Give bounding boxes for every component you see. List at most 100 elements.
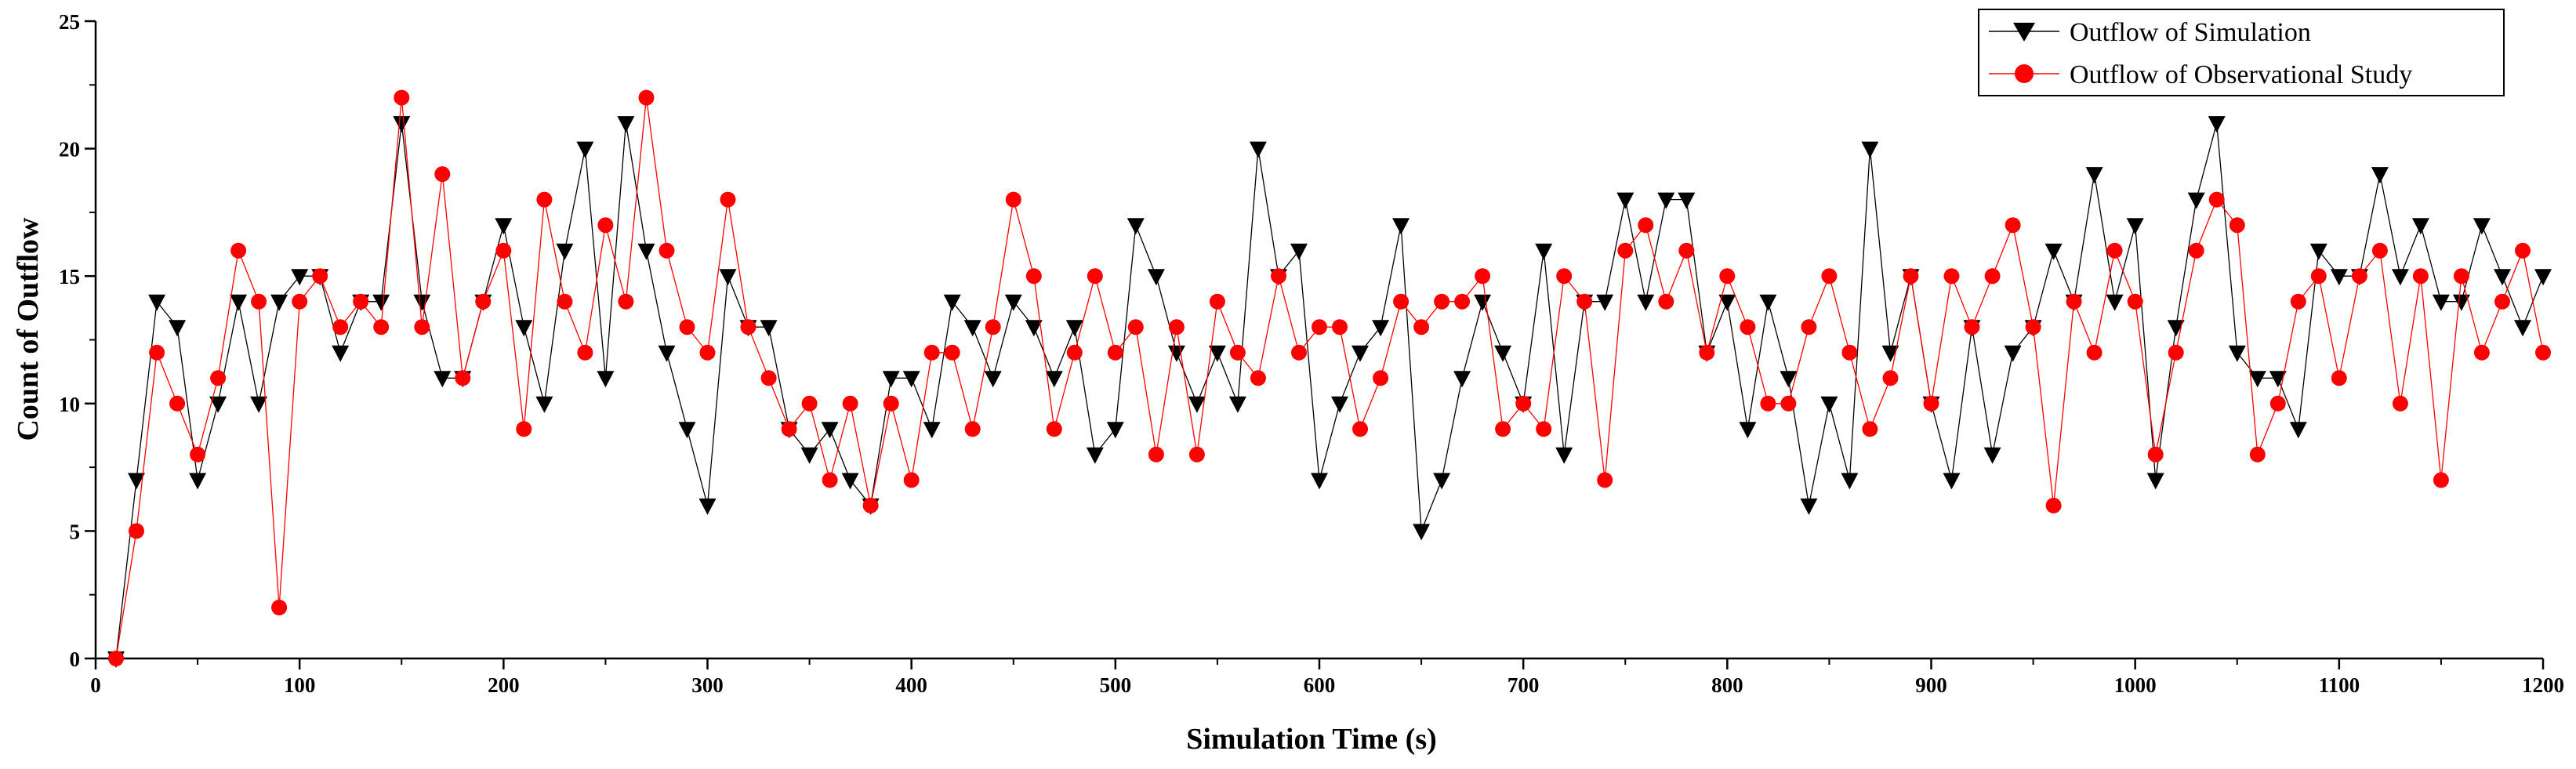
data-point [781, 421, 797, 437]
data-point [1983, 447, 2001, 464]
data-point [984, 371, 1002, 388]
x-tick-label: 0 [90, 673, 101, 697]
data-point [841, 473, 859, 490]
series-line [115, 97, 2544, 659]
data-point [638, 89, 655, 106]
data-point [1413, 319, 1430, 336]
data-point [740, 319, 756, 336]
data-point [1881, 345, 1899, 362]
data-point [2249, 446, 2266, 462]
data-point [1474, 294, 1492, 311]
data-point [1271, 268, 1286, 285]
x-tick-label: 700 [1508, 673, 1540, 697]
data-point [2534, 269, 2552, 286]
data-point [1433, 473, 1451, 490]
data-point [1351, 345, 1369, 362]
data-point [576, 141, 594, 158]
data-point [2494, 293, 2510, 310]
data-point [251, 293, 267, 310]
legend-label-simulation: Outflow of Simulation [2070, 18, 2311, 47]
data-point [1841, 473, 1859, 490]
data-point [1861, 141, 1879, 158]
data-point [1780, 371, 1798, 388]
data-point [923, 422, 941, 439]
data-point [1087, 268, 1103, 285]
x-tick-label: 1200 [2522, 673, 2564, 697]
data-point [2453, 268, 2469, 285]
data-point [1475, 268, 1491, 285]
data-point [1718, 294, 1736, 311]
data-point [2229, 217, 2245, 234]
y-tick-label: 5 [70, 520, 81, 543]
data-point [1065, 320, 1083, 337]
data-point [557, 293, 573, 310]
data-point [1658, 293, 1674, 310]
data-point [1373, 370, 1389, 386]
data-point [495, 242, 512, 259]
legend-box [1978, 9, 2505, 96]
legend-marker-simulation [2013, 23, 2035, 42]
data-point [760, 370, 777, 386]
x-tick-label: 100 [284, 673, 316, 697]
data-point [800, 447, 818, 464]
data-point [678, 422, 696, 439]
x-tick-label: 1100 [2319, 673, 2360, 697]
y-tick-label: 0 [70, 647, 81, 671]
data-point [1882, 370, 1899, 386]
data-point [270, 294, 288, 311]
data-point [291, 269, 309, 286]
data-point [617, 116, 635, 133]
data-point [1739, 422, 1757, 439]
data-point [618, 293, 634, 310]
data-point [2514, 320, 2531, 337]
data-point [2433, 472, 2449, 488]
data-point [1392, 218, 1410, 235]
data-point [2208, 191, 2225, 208]
data-point [1372, 320, 1390, 337]
data-point [271, 600, 288, 615]
data-point [964, 421, 981, 437]
data-point [577, 344, 593, 361]
data-point [516, 421, 532, 437]
data-point [2432, 294, 2450, 311]
data-point [659, 242, 675, 259]
data-point [434, 371, 452, 388]
data-point [434, 166, 451, 183]
data-point [129, 523, 144, 539]
data-point [2269, 371, 2287, 388]
x-tick-label: 500 [1100, 673, 1132, 697]
data-point [414, 319, 430, 336]
data-point [2044, 243, 2063, 260]
data-point [882, 371, 900, 388]
data-point [1127, 319, 1144, 336]
data-point [1290, 243, 1308, 260]
data-point [1045, 371, 1063, 388]
data-point [2412, 268, 2429, 285]
data-point [2331, 370, 2347, 386]
data-point [1699, 344, 1715, 361]
data-point [637, 243, 655, 260]
y-tick-label: 10 [59, 393, 80, 416]
data-point [2309, 243, 2327, 260]
data-point [2168, 344, 2184, 361]
data-point [1862, 421, 1878, 437]
data-point [963, 320, 981, 337]
data-point [1780, 395, 1797, 412]
data-point [1719, 268, 1736, 285]
data-point [2473, 344, 2490, 361]
data-point [1821, 268, 1838, 285]
data-point [209, 396, 227, 413]
data-point [1556, 268, 1573, 285]
data-point [903, 472, 920, 488]
data-point [1740, 319, 1756, 336]
legend-label-observational: Outflow of Observational Study [2070, 60, 2412, 89]
data-point [1311, 473, 1328, 490]
data-point [2515, 242, 2531, 259]
data-point [2535, 344, 2551, 361]
data-point [1393, 293, 1410, 310]
data-point [2473, 218, 2491, 235]
data-point [515, 320, 533, 337]
data-point [719, 269, 737, 286]
